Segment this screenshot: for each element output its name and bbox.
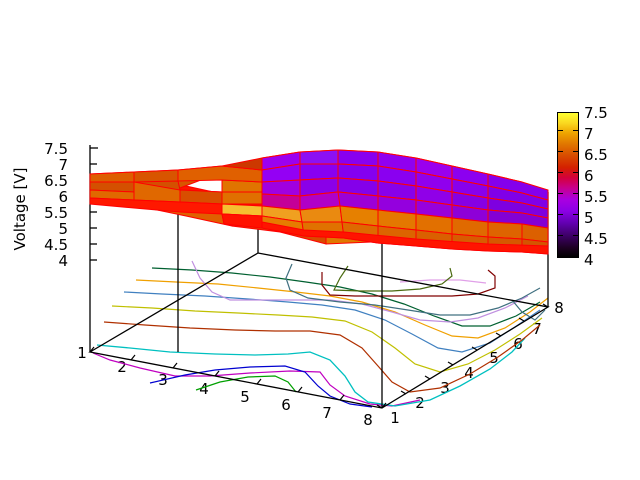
- colorbar-tick-label: 6: [584, 167, 594, 185]
- contour-line: [92, 352, 421, 407]
- z-tick-label: 6.5: [44, 172, 68, 190]
- axes-base-frame: [88, 252, 550, 409]
- x-axis-tickmarks: [89, 346, 387, 409]
- x-tick-label: 5: [240, 388, 250, 406]
- colorbar-tickmark: [558, 151, 563, 152]
- y-tick-label: 5: [489, 349, 499, 367]
- contour-line: [135, 279, 549, 339]
- colorbar-tick-label: 7.5: [584, 104, 608, 122]
- y-tick-label: 8: [554, 299, 564, 317]
- contour-line: [96, 337, 526, 407]
- colorbar-tickmark: [558, 235, 563, 236]
- x-tick-label: 6: [281, 396, 291, 414]
- colorbar-tickmark: [573, 214, 578, 215]
- x-tick-label: 4: [199, 380, 209, 398]
- surface-face: [221, 213, 263, 229]
- contour-line: [103, 321, 541, 393]
- colorbar-tick-label: 5.5: [584, 188, 608, 206]
- colorbar-tickmark: [573, 172, 578, 173]
- contour-line: [285, 263, 541, 316]
- z-tick-label: 7: [58, 156, 68, 174]
- contour-plot: [92, 260, 549, 408]
- contour-line: [111, 305, 543, 373]
- x-tick-label: 2: [117, 358, 127, 376]
- x-tick-label: 8: [363, 411, 373, 429]
- colorbar-tick-label: 4: [584, 251, 594, 269]
- z-tick-label: 5: [58, 220, 68, 238]
- y-tick-label: 3: [440, 379, 450, 397]
- colorbar: [557, 112, 579, 258]
- colorbar-tickmark: [558, 130, 563, 131]
- surface-face: [261, 221, 549, 255]
- surface-face: [89, 171, 135, 183]
- contour-line: [399, 279, 487, 284]
- z-tick-label: 7.5: [44, 140, 68, 158]
- y-tick-label: 1: [390, 409, 400, 427]
- z-tick-label: 5.5: [44, 204, 68, 222]
- contour-line: [333, 265, 453, 292]
- contour-line: [511, 299, 546, 321]
- colorbar-tick-label: 7: [584, 125, 594, 143]
- z-tick-label: 6: [58, 188, 68, 206]
- y-axis-tickmarks: [376, 303, 549, 409]
- colorbar-tickmark: [573, 151, 578, 152]
- surface-face: [221, 191, 263, 205]
- y-tick-label: 6: [513, 335, 523, 353]
- contour-line: [321, 269, 496, 297]
- y-tick-label: 2: [415, 394, 425, 412]
- colorbar-tickmark: [573, 130, 578, 131]
- colorbar-tick-label: 4.5: [584, 230, 608, 248]
- z-tick-label: 4.5: [44, 236, 68, 254]
- contour-line: [151, 267, 541, 327]
- colorbar-tick-label: 5: [584, 209, 594, 227]
- z-tick-label: 4: [58, 252, 68, 270]
- y-tick-label: 7: [532, 320, 542, 338]
- y-tick-label: 4: [464, 364, 474, 382]
- colorbar-tickmark: [558, 214, 563, 215]
- colorbar-tickmark: [558, 193, 563, 194]
- colorbar-tickmark: [573, 235, 578, 236]
- surface-face: [487, 221, 523, 240]
- contour-line: [195, 375, 297, 393]
- x-tick-label: 7: [322, 404, 332, 422]
- surface-mesh: [89, 149, 549, 255]
- x-tick-label: 1: [77, 344, 87, 362]
- colorbar-tickmark: [558, 172, 563, 173]
- colorbar-tick-label: 6.5: [584, 146, 608, 164]
- colorbar-tickmark: [573, 193, 578, 194]
